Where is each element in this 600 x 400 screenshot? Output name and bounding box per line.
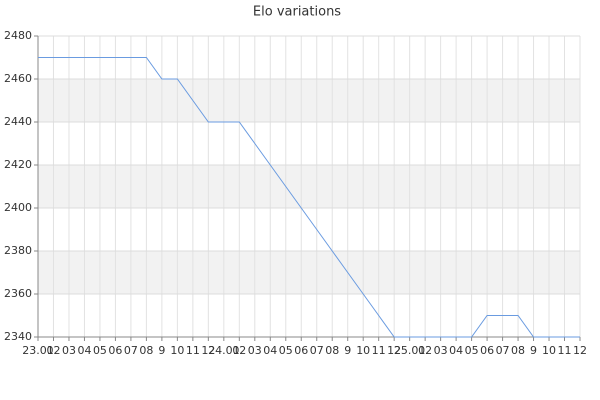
x-tick-label: 11: [186, 344, 200, 357]
x-tick-label: 11: [372, 344, 386, 357]
x-tick-label: 10: [542, 344, 556, 357]
line: [38, 57, 580, 338]
x-tick-label: 07: [124, 344, 138, 357]
y-tick-label: 2380: [4, 244, 32, 257]
y-tick-label: 2440: [4, 115, 32, 128]
y-tick-label: 2420: [4, 158, 32, 171]
x-tick-label: 05: [279, 344, 293, 357]
band: [38, 251, 580, 294]
x-tick-label: 04: [263, 344, 277, 357]
x-tick-label: 12: [387, 344, 401, 357]
x-tick-label: 08: [511, 344, 525, 357]
x-tick-label: 12: [201, 344, 215, 357]
x-tick-label: 06: [108, 344, 122, 357]
x-tick-label: 08: [139, 344, 153, 357]
x-tick-label: 05: [93, 344, 107, 357]
x-tick-label: 07: [310, 344, 324, 357]
x-tick-label: 9: [530, 344, 537, 357]
x-tick-label: 06: [480, 344, 494, 357]
x-tick-label: 07: [496, 344, 510, 357]
x-tick-label: 10: [170, 344, 184, 357]
x-tick-label: 03: [62, 344, 76, 357]
y-tick-label: 2400: [4, 201, 32, 214]
x-tick-label: 11: [558, 344, 572, 357]
x-tick-label: 04: [77, 344, 91, 357]
y-tick-label: 2480: [4, 29, 32, 42]
x-tick-label: 03: [248, 344, 262, 357]
y-tick-label: 2360: [4, 287, 32, 300]
x-tick-label: 04: [449, 344, 463, 357]
x-tick-label: 02: [46, 344, 60, 357]
x-tick-label: 03: [434, 344, 448, 357]
x-tick-label: 24.01: [208, 344, 240, 357]
x-tick-label: 02: [418, 344, 432, 357]
x-tick-label: 9: [158, 344, 165, 357]
x-tick-label: 02: [232, 344, 246, 357]
x-tick-label: 06: [294, 344, 308, 357]
x-tick-label: 23.01: [22, 344, 54, 357]
y-tick-label: 2340: [4, 330, 32, 343]
x-tick-label: 08: [325, 344, 339, 357]
x-tick-label: 05: [465, 344, 479, 357]
chart-title: Elo variations: [253, 5, 341, 20]
x-tick-label: 25.01: [394, 344, 426, 357]
x-tick-label: 12: [573, 344, 587, 357]
band: [38, 79, 580, 122]
x-tick-label: 10: [356, 344, 370, 357]
x-tick-label: 9: [344, 344, 351, 357]
band: [38, 165, 580, 208]
y-tick-label: 2460: [4, 72, 32, 85]
